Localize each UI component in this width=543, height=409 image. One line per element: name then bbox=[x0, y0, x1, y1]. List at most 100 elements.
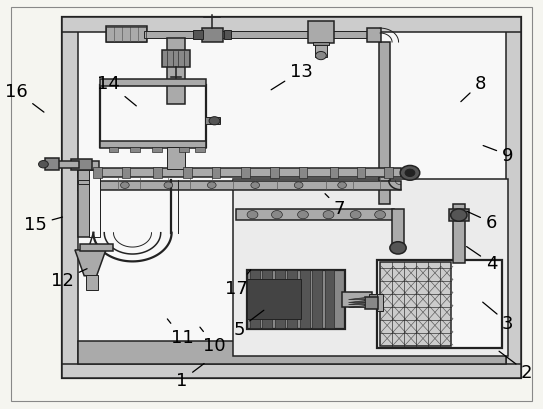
Polygon shape bbox=[75, 250, 106, 276]
Bar bbox=[212, 167, 220, 179]
Bar bbox=[342, 292, 372, 308]
Bar bbox=[313, 43, 329, 46]
Bar bbox=[299, 167, 307, 179]
Bar bbox=[78, 181, 401, 190]
Circle shape bbox=[247, 211, 258, 219]
Bar bbox=[380, 263, 451, 346]
Bar bbox=[62, 18, 521, 378]
Text: 14: 14 bbox=[97, 75, 136, 107]
Bar bbox=[506, 18, 521, 378]
Bar bbox=[45, 159, 59, 171]
Circle shape bbox=[323, 211, 334, 219]
Bar bbox=[106, 27, 147, 43]
Circle shape bbox=[400, 166, 420, 181]
Circle shape bbox=[209, 117, 220, 126]
Text: 2: 2 bbox=[499, 351, 533, 381]
Bar bbox=[93, 167, 102, 179]
Bar bbox=[106, 28, 146, 43]
Bar bbox=[312, 271, 322, 328]
Polygon shape bbox=[348, 297, 365, 299]
Bar bbox=[236, 209, 394, 221]
Text: 5: 5 bbox=[233, 310, 264, 338]
Bar bbox=[71, 160, 92, 171]
Bar bbox=[122, 167, 130, 179]
Bar bbox=[167, 39, 185, 104]
Text: 17: 17 bbox=[225, 270, 251, 297]
Bar bbox=[162, 51, 190, 67]
Bar bbox=[369, 294, 379, 305]
Bar bbox=[287, 271, 297, 328]
Bar bbox=[377, 294, 383, 312]
Bar bbox=[449, 209, 469, 222]
Bar bbox=[247, 279, 301, 319]
Bar bbox=[233, 180, 508, 356]
Bar bbox=[453, 204, 465, 264]
Bar bbox=[262, 271, 272, 328]
Bar bbox=[270, 167, 279, 179]
Polygon shape bbox=[348, 303, 365, 305]
Text: 15: 15 bbox=[24, 216, 62, 234]
Bar bbox=[241, 167, 250, 179]
Bar bbox=[384, 167, 393, 179]
Bar bbox=[325, 271, 334, 328]
Circle shape bbox=[251, 182, 260, 189]
Text: 1: 1 bbox=[176, 364, 204, 389]
Bar bbox=[224, 31, 231, 40]
Bar bbox=[144, 32, 206, 39]
Text: 8: 8 bbox=[461, 75, 486, 102]
Text: 11: 11 bbox=[167, 319, 193, 346]
Bar bbox=[202, 29, 223, 43]
Bar bbox=[379, 43, 390, 204]
Text: 9: 9 bbox=[483, 146, 514, 164]
Circle shape bbox=[338, 182, 346, 189]
Bar bbox=[222, 32, 308, 39]
Bar bbox=[315, 45, 327, 58]
Bar bbox=[80, 244, 113, 252]
Bar bbox=[130, 148, 140, 153]
Bar bbox=[392, 209, 404, 248]
Bar bbox=[78, 161, 99, 170]
Circle shape bbox=[451, 209, 467, 222]
Bar bbox=[333, 32, 369, 39]
Bar bbox=[377, 261, 502, 348]
Text: 10: 10 bbox=[200, 327, 226, 355]
Circle shape bbox=[405, 170, 415, 177]
Bar bbox=[179, 148, 189, 153]
Text: 16: 16 bbox=[5, 83, 44, 113]
Polygon shape bbox=[348, 306, 365, 308]
Bar bbox=[167, 147, 185, 170]
Text: 7: 7 bbox=[325, 194, 345, 218]
Circle shape bbox=[350, 211, 361, 219]
Circle shape bbox=[315, 52, 326, 61]
Circle shape bbox=[39, 161, 48, 169]
Bar bbox=[250, 271, 260, 328]
Circle shape bbox=[298, 211, 308, 219]
Bar bbox=[275, 271, 285, 328]
Circle shape bbox=[390, 242, 406, 254]
Bar bbox=[86, 275, 98, 290]
Bar bbox=[78, 342, 506, 364]
Bar bbox=[195, 148, 205, 153]
Bar bbox=[183, 167, 192, 179]
Text: 13: 13 bbox=[271, 63, 313, 90]
Text: 3: 3 bbox=[483, 302, 514, 332]
Bar bbox=[205, 118, 220, 125]
Polygon shape bbox=[348, 300, 365, 302]
Bar bbox=[78, 169, 401, 178]
Circle shape bbox=[375, 211, 386, 219]
Circle shape bbox=[164, 182, 173, 189]
Bar bbox=[109, 148, 118, 153]
Bar bbox=[367, 29, 381, 43]
Bar bbox=[78, 181, 99, 185]
Bar bbox=[57, 161, 79, 169]
Bar bbox=[308, 22, 334, 44]
Bar bbox=[300, 271, 310, 328]
Bar bbox=[365, 297, 378, 310]
Text: 12: 12 bbox=[51, 269, 87, 289]
Bar bbox=[89, 170, 100, 237]
Bar bbox=[100, 79, 206, 87]
Circle shape bbox=[121, 182, 129, 189]
Circle shape bbox=[272, 211, 282, 219]
Bar bbox=[78, 170, 90, 237]
Bar bbox=[100, 86, 206, 147]
